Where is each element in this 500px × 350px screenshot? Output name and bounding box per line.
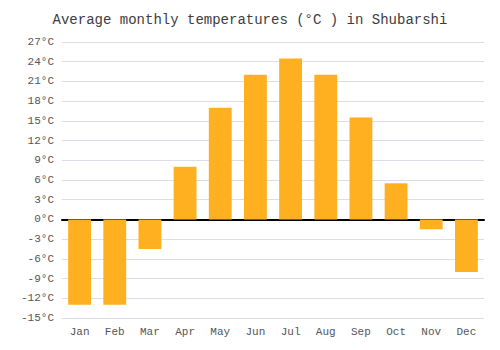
svg-text:May: May (210, 326, 230, 338)
svg-text:-3°C: -3°C (28, 233, 55, 245)
svg-text:Aug: Aug (316, 326, 336, 338)
svg-text:3°C: 3°C (34, 194, 54, 206)
svg-text:-9°C: -9°C (28, 273, 55, 285)
svg-text:Nov: Nov (421, 326, 441, 338)
svg-text:15°C: 15°C (28, 115, 55, 127)
svg-text:18°C: 18°C (28, 95, 55, 107)
svg-text:21°C: 21°C (28, 75, 55, 87)
svg-text:Average monthly temperatures (: Average monthly temperatures (°C ) in Sh… (53, 12, 448, 28)
svg-text:Apr: Apr (175, 326, 195, 338)
svg-text:Feb: Feb (105, 326, 125, 338)
svg-text:Mar: Mar (140, 326, 160, 338)
svg-text:27°C: 27°C (28, 36, 55, 48)
svg-text:Sep: Sep (351, 326, 371, 338)
svg-text:6°C: 6°C (34, 174, 54, 186)
svg-text:12°C: 12°C (28, 135, 55, 147)
svg-text:9°C: 9°C (34, 154, 54, 166)
svg-text:-15°C: -15°C (21, 312, 54, 324)
svg-text:-6°C: -6°C (28, 253, 55, 265)
svg-text:0°C: 0°C (34, 213, 54, 225)
svg-text:Oct: Oct (386, 326, 406, 338)
svg-text:Jun: Jun (246, 326, 266, 338)
svg-text:Jul: Jul (281, 326, 301, 338)
svg-text:Jan: Jan (70, 326, 90, 338)
svg-text:-12°C: -12°C (21, 292, 54, 304)
svg-text:Dec: Dec (457, 326, 477, 338)
svg-text:24°C: 24°C (28, 56, 55, 68)
